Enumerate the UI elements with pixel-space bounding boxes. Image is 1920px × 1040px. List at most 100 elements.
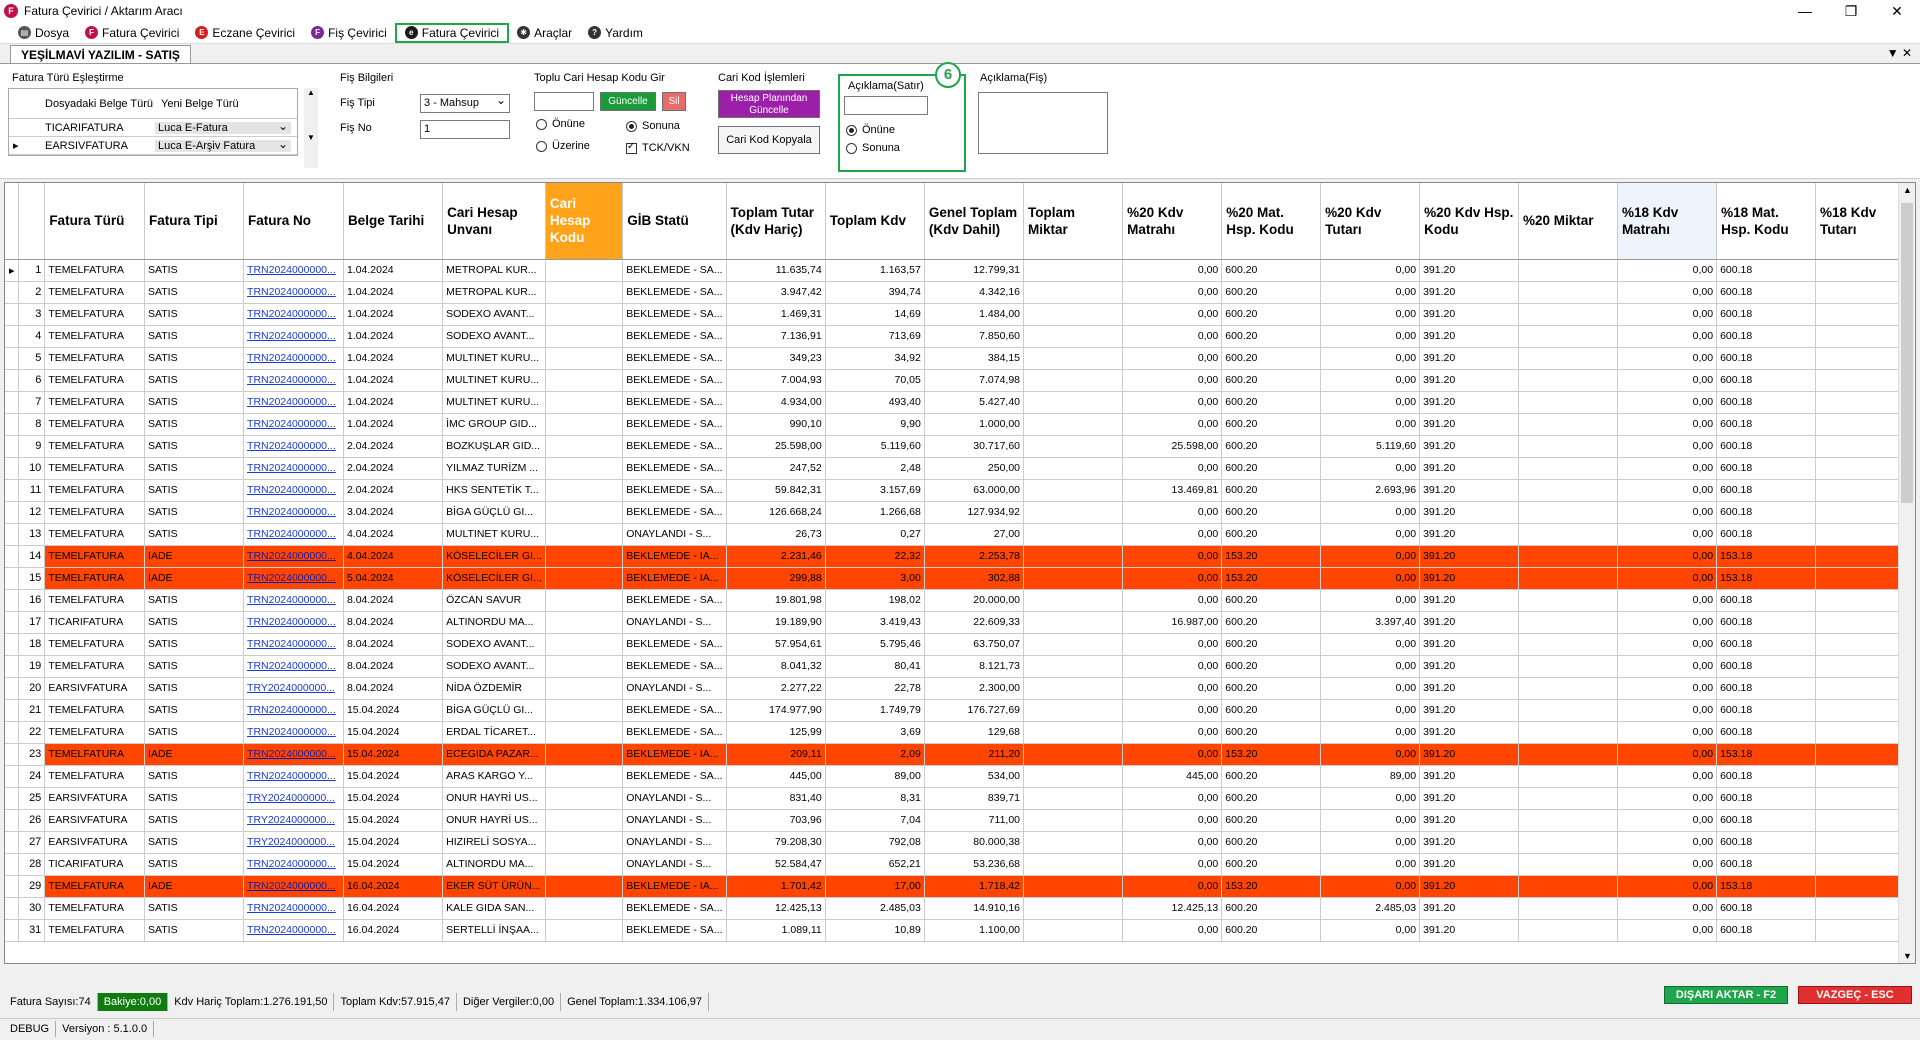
table-row[interactable]: 22 TEMELFATURA SATIS TRN2024000000... 15.04.…: [5, 721, 1915, 744]
menu-fatura-çevirici[interactable]: e Fatura Çevirici: [394, 22, 510, 43]
invoice-link[interactable]: TRY2024000000...: [243, 831, 344, 854]
invoice-link[interactable]: TRN2024000000...: [243, 743, 344, 766]
scroll-down-icon[interactable]: ▼: [1903, 951, 1912, 961]
menu-dosya[interactable]: ▤ Dosya: [10, 23, 77, 43]
fis-tipi-select[interactable]: 3 - Mahsup: [420, 92, 510, 113]
table-row[interactable]: 8 TEMELFATURA SATIS TRN2024000000... 1.04.20…: [5, 413, 1915, 436]
invoice-link[interactable]: TRN2024000000...: [243, 765, 344, 788]
menu-eczane-çevirici[interactable]: E Eczane Çevirici: [187, 23, 303, 43]
table-row[interactable]: 2 TEMELFATURA SATIS TRN2024000000... 1.04.20…: [5, 281, 1915, 304]
menu-fatura-çevirici[interactable]: F Fatura Çevirici: [77, 23, 187, 43]
table-row[interactable]: 7 TEMELFATURA SATIS TRN2024000000... 1.04.20…: [5, 391, 1915, 414]
table-row[interactable]: 17 TICARIFATURA SATIS TRN2024000000... 8.04.…: [5, 611, 1915, 634]
invoice-link[interactable]: TRN2024000000...: [243, 633, 344, 656]
invoice-link[interactable]: TRN2024000000...: [243, 413, 344, 436]
column-header[interactable]: Fatura No: [243, 183, 344, 260]
invoice-link[interactable]: TRN2024000000...: [243, 897, 344, 920]
invoice-link[interactable]: TRN2024000000...: [243, 523, 344, 546]
column-header[interactable]: Cari Hesap Unvanı: [442, 183, 546, 260]
table-row[interactable]: 21 TEMELFATURA SATIS TRN2024000000... 15.04.…: [5, 699, 1915, 722]
minimize-icon[interactable]: —: [1798, 3, 1812, 19]
table-row[interactable]: 15 TEMELFATURA IADE TRN2024000000... 5.04.20…: [5, 567, 1915, 590]
sil-button[interactable]: Sil: [662, 92, 686, 111]
column-header[interactable]: GİB Statü: [622, 183, 727, 260]
tab-yesilmavi-satis[interactable]: YEŞİLMAVİ YAZILIM - SATIŞ: [10, 45, 191, 63]
aciklama-sonuna-radio[interactable]: Sonuna: [846, 142, 900, 154]
invoice-link[interactable]: TRN2024000000...: [243, 589, 344, 612]
scroll-up-icon[interactable]: ▲: [1903, 185, 1912, 195]
column-header[interactable]: %20 Mat. Hsp. Kodu: [1221, 183, 1322, 260]
mapping-dst-select[interactable]: Luca E-Arşiv Fatura: [155, 137, 291, 152]
maximize-icon[interactable]: ❐: [1844, 3, 1858, 19]
aciklama-onune-radio[interactable]: Önüne: [846, 124, 895, 136]
invoice-link[interactable]: TRN2024000000...: [243, 281, 344, 304]
table-row[interactable]: 30 TEMELFATURA SATIS TRN2024000000... 16.04.…: [5, 897, 1915, 920]
table-row[interactable]: 24 TEMELFATURA SATIS TRN2024000000... 15.04.…: [5, 765, 1915, 788]
invoice-link[interactable]: TRN2024000000...: [243, 611, 344, 634]
table-row[interactable]: 4 TEMELFATURA SATIS TRN2024000000... 1.04.20…: [5, 325, 1915, 348]
toplu-cari-input[interactable]: [534, 92, 594, 111]
table-row[interactable]: 23 TEMELFATURA IADE TRN2024000000... 15.04.2…: [5, 743, 1915, 766]
column-header[interactable]: Fatura Türü: [44, 183, 146, 260]
tck-vkn-checkbox[interactable]: TCK/VKN: [626, 141, 690, 154]
column-header[interactable]: Belge Tarihi: [343, 183, 444, 260]
invoice-link[interactable]: TRN2024000000...: [243, 347, 344, 370]
invoice-link[interactable]: TRN2024000000...: [243, 721, 344, 744]
column-header[interactable]: %18 Mat. Hsp. Kodu: [1716, 183, 1816, 260]
table-row[interactable]: 11 TEMELFATURA SATIS TRN2024000000... 2.04.2…: [5, 479, 1915, 502]
aciklama-fis-textarea[interactable]: [978, 92, 1108, 154]
column-header[interactable]: %20 Kdv Tutarı: [1320, 183, 1421, 260]
column-header[interactable]: %20 Kdv Matrahı: [1122, 183, 1223, 260]
invoice-link[interactable]: TRN2024000000...: [243, 699, 344, 722]
invoice-link[interactable]: TRN2024000000...: [243, 303, 344, 326]
invoice-link[interactable]: TRN2024000000...: [243, 545, 344, 568]
invoice-link[interactable]: TRN2024000000...: [243, 853, 344, 876]
invoice-link[interactable]: TRY2024000000...: [243, 677, 344, 700]
table-row[interactable]: 16 TEMELFATURA SATIS TRN2024000000... 8.04.2…: [5, 589, 1915, 612]
table-row[interactable]: 19 TEMELFATURA SATIS TRN2024000000... 8.04.2…: [5, 655, 1915, 678]
table-row[interactable]: 6 TEMELFATURA SATIS TRN2024000000... 1.04.20…: [5, 369, 1915, 392]
export-button[interactable]: DIŞARI AKTAR - F2: [1664, 986, 1788, 1004]
column-header[interactable]: Toplam Tutar (Kdv Hariç): [726, 183, 826, 260]
column-header[interactable]: %20 Kdv Hsp. Kodu: [1419, 183, 1519, 260]
table-row[interactable]: 25 EARSIVFATURA SATIS TRY2024000000... 15.04…: [5, 787, 1915, 810]
table-row[interactable]: 28 TICARIFATURA SATIS TRN2024000000... 15.04…: [5, 853, 1915, 876]
invoice-link[interactable]: TRN2024000000...: [243, 391, 344, 414]
fis-no-input[interactable]: 1: [420, 120, 510, 139]
menu-araçlar[interactable]: ✱ Araçlar: [509, 23, 580, 43]
invoice-link[interactable]: TRN2024000000...: [243, 875, 344, 898]
menu-yardım[interactable]: ? Yardım: [580, 23, 651, 43]
column-header[interactable]: %20 Miktar: [1518, 183, 1618, 260]
table-row[interactable]: 14 TEMELFATURA IADE TRN2024000000... 4.04.20…: [5, 545, 1915, 568]
uzerine-radio[interactable]: Üzerine: [536, 140, 590, 152]
scroll-thumb[interactable]: [1901, 203, 1913, 503]
hesap-plani-button[interactable]: Hesap Planından Güncelle: [718, 90, 820, 118]
invoice-link[interactable]: TRY2024000000...: [243, 787, 344, 810]
table-row[interactable]: 29 TEMELFATURA IADE TRN2024000000... 16.04.2…: [5, 875, 1915, 898]
table-row[interactable]: 5 TEMELFATURA SATIS TRN2024000000... 1.04.20…: [5, 347, 1915, 370]
column-header[interactable]: Toplam Miktar: [1023, 183, 1124, 260]
aciklama-satir-input[interactable]: [844, 96, 928, 115]
invoice-link[interactable]: TRY2024000000...: [243, 809, 344, 832]
table-row[interactable]: 27 EARSIVFATURA SATIS TRY2024000000... 15.04…: [5, 831, 1915, 854]
table-row[interactable]: 3 TEMELFATURA SATIS TRN2024000000... 1.04.20…: [5, 303, 1915, 326]
invoice-link[interactable]: TRN2024000000...: [243, 369, 344, 392]
table-row[interactable]: 26 EARSIVFATURA SATIS TRY2024000000... 15.04…: [5, 809, 1915, 832]
menu-fiş-çevirici[interactable]: F Fiş Çevirici: [303, 23, 395, 43]
grid-vertical-scrollbar[interactable]: ▲ ▼: [1898, 183, 1915, 963]
invoice-link[interactable]: TRN2024000000...: [243, 655, 344, 678]
column-header[interactable]: Cari Hesap Kodu: [545, 183, 624, 260]
grid-horizontal-scrollbar[interactable]: [4, 966, 1916, 980]
invoice-link[interactable]: TRN2024000000...: [243, 259, 344, 282]
table-row[interactable]: ▸ 1 TEMELFATURA SATIS TRN2024000000... 1.04.2…: [5, 259, 1915, 282]
column-header[interactable]: %18 Kdv Matrahı: [1617, 183, 1718, 260]
invoice-link[interactable]: TRN2024000000...: [243, 325, 344, 348]
mapping-dst-select[interactable]: Luca E-Fatura: [155, 119, 291, 134]
column-header[interactable]: Genel Toplam (Kdv Dahil): [924, 183, 1025, 260]
mapping-scrollbar[interactable]: ▲ ▼: [304, 88, 318, 168]
sonuna-radio[interactable]: Sonuna: [626, 120, 680, 132]
onune-radio[interactable]: Önüne: [536, 118, 585, 130]
tab-controls[interactable]: ▼ ✕: [1886, 46, 1912, 60]
invoice-link[interactable]: TRN2024000000...: [243, 567, 344, 590]
table-row[interactable]: 10 TEMELFATURA SATIS TRN2024000000... 2.04.2…: [5, 457, 1915, 480]
